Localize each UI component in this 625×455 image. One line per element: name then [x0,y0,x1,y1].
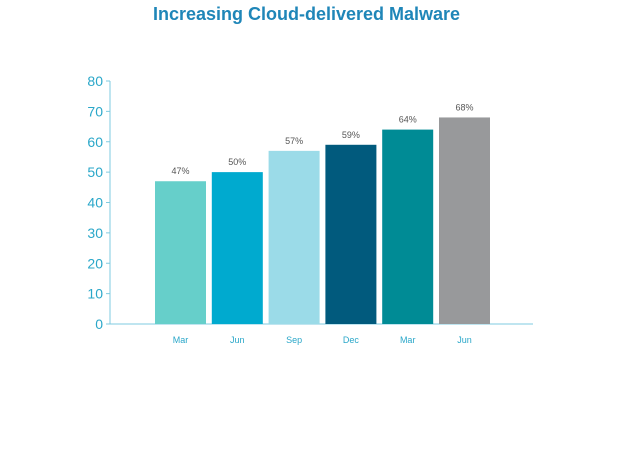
data-label: 57% [285,136,303,146]
bar [155,181,206,324]
bar [211,172,263,324]
bar [439,117,490,324]
x-tick-label: Dec [343,335,360,345]
y-tick-label: 80 [87,73,103,89]
x-tick-label: Mar [400,335,416,345]
data-label: 64% [399,115,417,125]
labels: 0 10 20 30 40 50 60 70 80 47% Mar 50% Jun 57% Sep 59% De… [87,73,473,345]
data-label: 59% [342,130,360,140]
y-tick-label: 50 [87,164,103,180]
x-tick-label: Jun [230,335,245,345]
y-tick-label: 30 [87,225,103,241]
y-tick-label: 70 [87,103,103,119]
bars [155,117,490,324]
y-tick-label: 40 [87,195,103,211]
data-label: 50% [228,157,246,167]
x-tick-label: Jun [457,335,472,345]
y-tick-label: 0 [95,316,103,332]
data-label: 68% [455,102,473,112]
bar [268,150,320,324]
bar [382,129,434,324]
data-label: 47% [171,166,189,176]
y-tick-label: 10 [87,286,103,302]
y-tick-label: 20 [87,255,103,271]
x-tick-label: Mar [173,335,189,345]
x-tick-label: Sep [286,335,302,345]
y-tick-label: 60 [87,134,103,150]
chart-title: Increasing Cloud-delivered Malware [152,4,461,24]
bar [325,144,377,324]
